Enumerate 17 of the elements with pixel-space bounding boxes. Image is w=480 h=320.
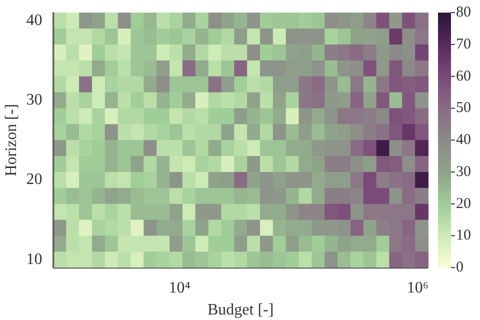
x-tick-label: 10⁶: [406, 279, 429, 296]
y-axis-title: Horizon [-]: [2, 104, 20, 176]
color-bar-label: 70: [456, 36, 471, 52]
color-bar-label: 80: [456, 4, 471, 21]
y-tick-label: 40: [26, 12, 42, 29]
color-bar-label: 30: [456, 164, 471, 180]
color-bar-label: 20: [456, 196, 471, 212]
x-tick-label: 10⁴: [168, 279, 191, 296]
color-bar-label: 0: [456, 260, 464, 276]
y-tick-label: 30: [26, 91, 42, 108]
y-tick-label: 20: [26, 171, 42, 188]
color-bar-label: 40: [456, 132, 471, 148]
y-tick-label: 10: [26, 250, 42, 268]
color-bar-label: 10: [456, 228, 471, 244]
color-bar-label: 50: [456, 100, 471, 116]
color-bar-label: 60: [456, 68, 471, 84]
x-axis-title: Budget [-]: [208, 302, 274, 319]
